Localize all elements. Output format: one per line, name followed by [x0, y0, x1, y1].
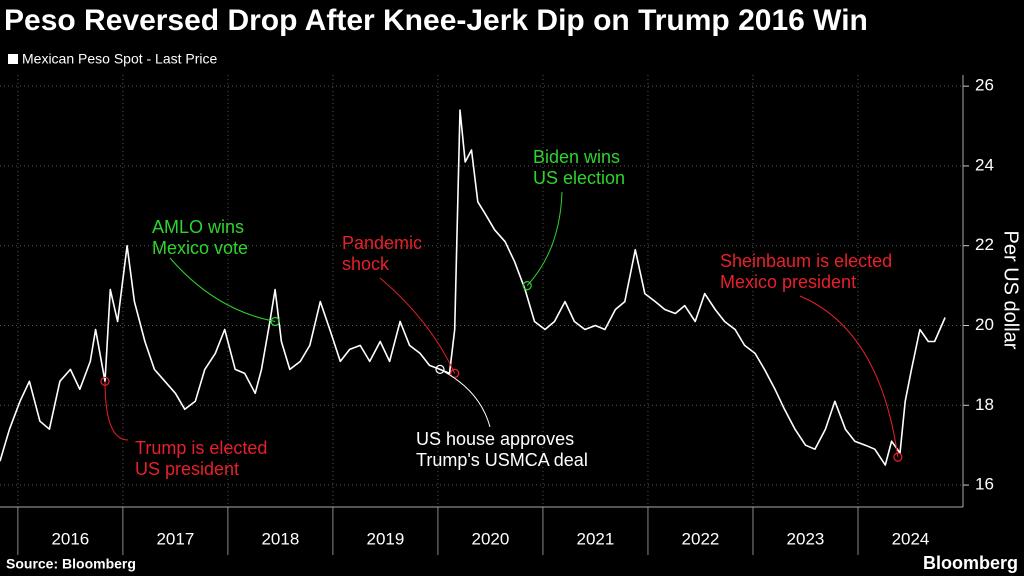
annotation-leader — [799, 295, 899, 458]
annotation-point — [270, 316, 280, 327]
x-tick-label: 2022 — [682, 529, 720, 548]
y-tick-label: 18 — [975, 395, 994, 414]
annotation-leader — [169, 257, 276, 323]
annotation-text: Sheinbaum is elected — [720, 251, 892, 271]
y-tick-label: 26 — [975, 76, 994, 95]
annotation-leader — [526, 191, 563, 286]
annotation-text: Trump is elected — [135, 438, 267, 458]
x-tick-label: 2020 — [472, 529, 510, 548]
annotation-text: Pandemic — [342, 233, 422, 253]
line-series — [0, 109, 946, 466]
x-tick-label: 2018 — [261, 529, 299, 548]
annotation-point — [435, 364, 445, 374]
brand: Bloomberg — [923, 553, 1018, 573]
annotation-leader — [379, 277, 456, 374]
annotation-leader — [104, 381, 129, 441]
source: Source: Bloomberg — [6, 556, 136, 572]
y-axis-label: Per US dollar — [1000, 231, 1022, 350]
annotation-text: US president — [135, 459, 239, 479]
annotation-text: US house approves — [416, 429, 574, 449]
y-tick-label: 24 — [975, 155, 994, 174]
legend-swatch — [8, 54, 18, 64]
y-tick-label: 20 — [975, 315, 994, 334]
x-tick-label: 2023 — [787, 529, 825, 548]
annotation-point — [522, 281, 532, 291]
annotation-text: US election — [533, 168, 625, 188]
annotation-point — [100, 376, 110, 386]
annotation-point — [893, 452, 903, 462]
annotation-text: Mexico vote — [152, 238, 248, 258]
annotation-point — [450, 368, 460, 378]
legend-label: Mexican Peso Spot - Last Price — [22, 51, 218, 67]
y-tick-label: 22 — [975, 235, 994, 254]
x-tick-label: 2021 — [577, 529, 615, 548]
x-tick-label: 2024 — [892, 529, 930, 548]
x-tick-label: 2017 — [156, 529, 194, 548]
annotation-text: shock — [342, 254, 390, 274]
annotation-text: Mexico president — [720, 272, 856, 292]
x-tick-label: 2019 — [366, 529, 404, 548]
chart-title: Peso Reversed Drop After Knee-Jerk Dip o… — [4, 4, 868, 37]
annotation-text: Biden wins — [533, 147, 620, 167]
annotation-leader — [439, 368, 491, 428]
y-tick-label: 16 — [975, 475, 994, 494]
annotation-text: AMLO wins — [152, 217, 244, 237]
annotation-text: Trump's USMCA deal — [416, 450, 588, 470]
x-tick-label: 2016 — [51, 529, 89, 548]
